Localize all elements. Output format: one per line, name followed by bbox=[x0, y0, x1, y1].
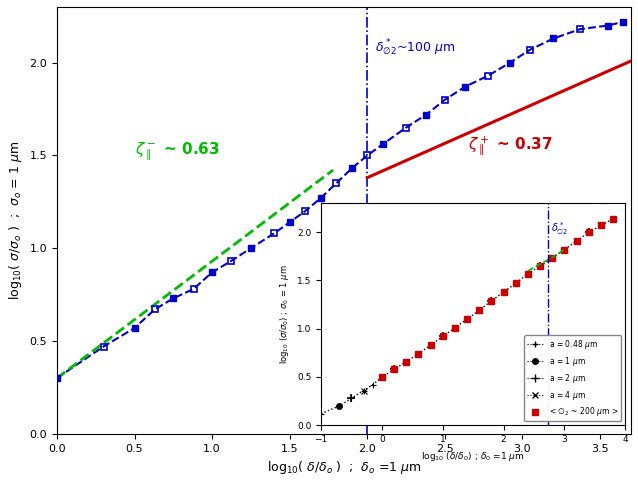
Text: $\zeta^-_{\parallel}$ ~ 0.63: $\zeta^-_{\parallel}$ ~ 0.63 bbox=[135, 141, 219, 163]
X-axis label: log$_{10}$( $\delta/\delta_o$ )  ;  $\delta_o$ =1 $\mu$m: log$_{10}$( $\delta/\delta_o$ ) ; $\delt… bbox=[267, 459, 421, 476]
Text: $\zeta^+_{\parallel}$ ~ 0.37: $\zeta^+_{\parallel}$ ~ 0.37 bbox=[468, 134, 553, 158]
Y-axis label: log$_{10}$( $\sigma/\sigma_o$ )  ;  $\sigma_o$ = 1 $\mu$m: log$_{10}$( $\sigma/\sigma_o$ ) ; $\sigm… bbox=[7, 141, 24, 300]
Text: $\delta^*_{\varnothing 2}$~100 $\mu$m: $\delta^*_{\varnothing 2}$~100 $\mu$m bbox=[375, 38, 456, 58]
